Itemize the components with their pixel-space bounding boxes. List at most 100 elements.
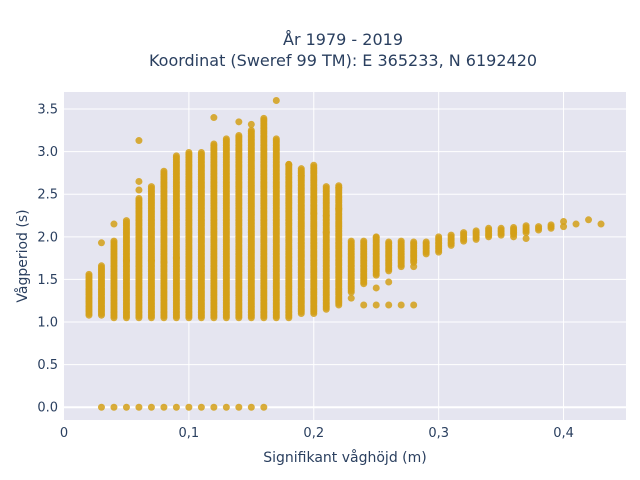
data-point — [347, 294, 355, 302]
data-point — [485, 224, 493, 232]
data-point — [222, 403, 230, 411]
data-point — [135, 194, 143, 202]
data-point — [522, 235, 530, 243]
data-point — [247, 403, 255, 411]
data-point — [122, 217, 130, 225]
data-point — [185, 403, 193, 411]
data-point — [197, 148, 205, 156]
x-axis-title: Signifikant våghöjd (m) — [263, 449, 426, 466]
y-tick-label: 0.5 — [37, 358, 58, 373]
x-tick-label: 0,1 — [179, 426, 200, 441]
y-tick-label: 2.0 — [37, 230, 58, 245]
x-tick-label: 0,3 — [428, 426, 449, 441]
data-point — [422, 238, 430, 246]
data-point — [435, 233, 443, 241]
data-point — [572, 220, 580, 228]
y-tick-label: 0.0 — [37, 401, 58, 416]
data-point — [247, 126, 255, 134]
data-point — [172, 152, 180, 160]
data-point — [510, 233, 518, 241]
data-point — [397, 301, 405, 309]
plot-area — [64, 92, 626, 420]
data-point — [360, 301, 368, 309]
data-point — [372, 233, 380, 241]
y-tick-label: 3.5 — [37, 103, 58, 118]
data-point — [135, 177, 143, 185]
data-point — [222, 135, 230, 143]
data-point — [310, 209, 318, 217]
data-point — [135, 186, 143, 194]
data-point — [197, 403, 205, 411]
data-point — [297, 165, 305, 173]
data-point — [372, 284, 380, 292]
data-point — [472, 227, 480, 235]
data-point — [147, 403, 155, 411]
y-tick-label: 1.0 — [37, 316, 58, 331]
data-point — [310, 161, 318, 169]
data-point — [172, 403, 180, 411]
data-point — [272, 135, 280, 143]
gridlines — [64, 92, 626, 420]
data-point — [160, 403, 168, 411]
data-point — [235, 118, 243, 126]
data-point — [547, 221, 555, 229]
data-point — [560, 223, 568, 231]
chart-title-line-2: Koordinat (Sweref 99 TM): E 365233, N 61… — [149, 51, 537, 70]
data-point — [160, 258, 168, 266]
data-point — [335, 183, 343, 191]
data-point — [110, 403, 118, 411]
data-point — [285, 160, 293, 168]
data-point — [385, 278, 393, 286]
data-point — [322, 229, 330, 237]
data-point — [272, 97, 280, 105]
data-point — [410, 238, 418, 246]
chart-title-line-1: År 1979 - 2019 — [283, 30, 403, 49]
data-point — [585, 216, 593, 224]
data-point — [110, 237, 118, 245]
data-point — [497, 224, 505, 232]
data-point — [597, 220, 605, 228]
y-tick-label: 2.5 — [37, 188, 58, 203]
data-point — [122, 257, 130, 265]
data-point — [235, 403, 243, 411]
data-point — [347, 237, 355, 245]
data-point — [210, 114, 218, 122]
x-tick-label: 0,4 — [553, 426, 574, 441]
data-point — [97, 403, 105, 411]
data-point — [247, 120, 255, 128]
data-point — [85, 270, 93, 278]
x-tick-label: 0,2 — [303, 426, 324, 441]
tick-labels: 0 0,1 0,2 0,3 0,4 0.0 0.5 1.0 1.5 2.0 2.5 3.0 3.5 — [37, 103, 574, 441]
data-point — [110, 220, 118, 228]
data-point — [235, 131, 243, 139]
data-point — [172, 254, 180, 262]
data-point — [97, 239, 105, 247]
data-point — [147, 257, 155, 265]
data-point — [397, 237, 405, 245]
data-point — [260, 403, 268, 411]
data-point — [410, 263, 418, 271]
data-point — [335, 205, 343, 213]
data-point — [122, 403, 130, 411]
data-point — [97, 262, 105, 270]
data-point — [560, 217, 568, 225]
data-point — [260, 114, 268, 122]
data-point — [297, 171, 305, 179]
data-point — [147, 183, 155, 191]
data-point — [360, 237, 368, 245]
x-tick-label: 0 — [60, 426, 68, 441]
y-tick-label: 3.0 — [37, 145, 58, 160]
y-tick-label: 1.5 — [37, 273, 58, 288]
data-point — [322, 183, 330, 191]
data-point — [535, 223, 543, 231]
data-point — [210, 140, 218, 148]
data-point — [322, 212, 330, 220]
data-point — [385, 301, 393, 309]
y-axis-title: Vågperiod (s) — [14, 209, 31, 302]
data-point — [410, 301, 418, 309]
data-point — [372, 301, 380, 309]
data-point — [460, 229, 468, 237]
data-point — [210, 403, 218, 411]
data-point — [160, 167, 168, 175]
